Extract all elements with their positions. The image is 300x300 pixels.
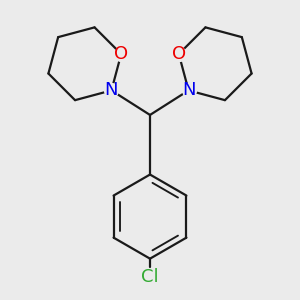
Text: N: N <box>105 81 118 99</box>
Text: O: O <box>172 45 186 63</box>
Text: O: O <box>114 45 128 63</box>
Text: N: N <box>182 81 195 99</box>
Text: Cl: Cl <box>141 268 159 286</box>
